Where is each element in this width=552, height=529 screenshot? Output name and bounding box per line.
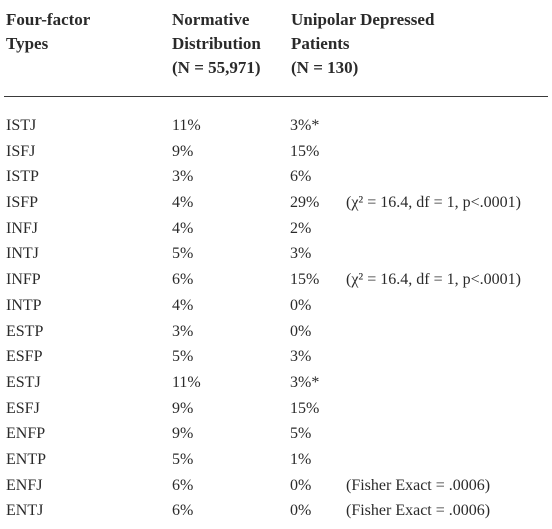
- cell-unipolar: 5%: [290, 425, 312, 443]
- cell-normative: 4%: [172, 194, 194, 212]
- table-row: ESTJ 11% 3%*: [0, 370, 552, 396]
- cell-unipolar: 0%: [290, 322, 312, 340]
- table-row: ENFJ 6% 0% (Fisher Exact = .0006): [0, 473, 552, 499]
- cell-type: ENTP: [6, 450, 46, 468]
- header-type-line-2: Types: [6, 34, 49, 53]
- cell-type: INTJ: [6, 245, 39, 263]
- cell-unipolar: 0%: [290, 476, 312, 494]
- cell-note: (χ² = 16.4, df = 1, p<.0001): [346, 194, 521, 212]
- table-row: ISFP 4% 29% (χ² = 16.4, df = 1, p<.0001): [0, 190, 552, 216]
- table-body: ISTJ 11% 3%* ISFJ 9% 15% ISTP 3% 6% ISFP…: [0, 113, 552, 524]
- cell-type: ESTJ: [6, 373, 41, 391]
- table-row: ESTP 3% 0%: [0, 319, 552, 345]
- cell-normative: 3%: [172, 322, 194, 340]
- cell-normative: 11%: [172, 117, 201, 134]
- cell-type: ENFJ: [6, 476, 43, 494]
- cell-unipolar: 6%: [290, 168, 312, 186]
- cell-type: INFP: [6, 271, 41, 289]
- header-normative-column: Normative Distribution (N = 55,971): [172, 8, 261, 80]
- table-row: ISTJ 11% 3%*: [0, 113, 552, 139]
- table-row: ISTP 3% 6%: [0, 164, 552, 190]
- cell-normative: 4%: [172, 296, 194, 314]
- cell-type: ISFP: [6, 194, 39, 212]
- cell-normative: 5%: [172, 348, 194, 366]
- cell-unipolar: 2%: [290, 219, 312, 237]
- table-row: ISFJ 9% 15%: [0, 139, 552, 165]
- table-row: ESFJ 9% 15%: [0, 396, 552, 422]
- header-unipolar-column: Unipolar Depressed Patients (N = 130): [291, 8, 434, 80]
- cell-type: ISFJ: [6, 142, 36, 160]
- cell-unipolar: 1%: [290, 450, 312, 468]
- cell-type: INFJ: [6, 219, 39, 237]
- table-row: INTJ 5% 3%: [0, 241, 552, 267]
- header-unipolar-line-2: Patients: [291, 34, 350, 53]
- cell-type: ESFP: [6, 348, 43, 366]
- cell-unipolar: 3%: [290, 348, 312, 366]
- cell-unipolar: 3%: [290, 245, 312, 263]
- cell-type: ESFJ: [6, 399, 40, 417]
- cell-unipolar: 15%: [290, 271, 320, 289]
- table-row: ENTP 5% 1%: [0, 447, 552, 473]
- header-divider: [4, 96, 548, 97]
- cell-normative: 11%: [172, 373, 201, 391]
- cell-type: ENFP: [6, 425, 46, 443]
- table-row: ENTJ 6% 0% (Fisher Exact = .0006): [0, 498, 552, 524]
- cell-unipolar: 0%: [290, 296, 312, 314]
- header-normative-line-1: Normative: [172, 10, 250, 29]
- table-row: INFP 6% 15% (χ² = 16.4, df = 1, p<.0001): [0, 267, 552, 293]
- table-row: INTP 4% 0%: [0, 293, 552, 319]
- cell-unipolar: 15%: [290, 399, 320, 417]
- header-type-line-1: Four-factor: [6, 10, 91, 29]
- cell-note: (Fisher Exact = .0006): [346, 502, 491, 520]
- cell-unipolar: 15%: [290, 142, 320, 160]
- cell-type: INTP: [6, 296, 42, 314]
- cell-type: ISTP: [6, 168, 39, 186]
- cell-normative: 3%: [172, 168, 194, 186]
- cell-note: (Fisher Exact = .0006): [346, 476, 491, 494]
- header-normative-line-2: Distribution: [172, 34, 261, 53]
- header-unipolar-line-1: Unipolar Depressed: [291, 10, 435, 29]
- cell-normative: 6%: [172, 271, 194, 289]
- cell-type: ESTP: [6, 322, 44, 340]
- cell-normative: 9%: [172, 142, 194, 160]
- header-unipolar-line-3: (N = 130): [291, 58, 359, 77]
- cell-normative: 5%: [172, 245, 194, 263]
- header-type-column: Four-factor Types: [6, 8, 90, 56]
- cell-normative: 6%: [172, 476, 194, 494]
- cell-note: (χ² = 16.4, df = 1, p<.0001): [346, 271, 521, 289]
- cell-unipolar: 3%*: [290, 117, 320, 134]
- table-row: ENFP 9% 5%: [0, 421, 552, 447]
- cell-normative: 9%: [172, 399, 194, 417]
- cell-normative: 6%: [172, 502, 194, 520]
- cell-type: ENTJ: [6, 502, 44, 520]
- cell-unipolar: 3%*: [290, 373, 320, 391]
- table-header: Four-factor Types Normative Distribution…: [0, 8, 552, 88]
- cell-normative: 4%: [172, 219, 194, 237]
- cell-normative: 9%: [172, 425, 194, 443]
- table-row: INFJ 4% 2%: [0, 216, 552, 242]
- cell-unipolar: 29%: [290, 194, 320, 212]
- cell-type: ISTJ: [6, 117, 37, 134]
- table-row: ESFP 5% 3%: [0, 344, 552, 370]
- header-normative-line-3: (N = 55,971): [172, 58, 261, 77]
- cell-normative: 5%: [172, 450, 194, 468]
- cell-unipolar: 0%: [290, 502, 312, 520]
